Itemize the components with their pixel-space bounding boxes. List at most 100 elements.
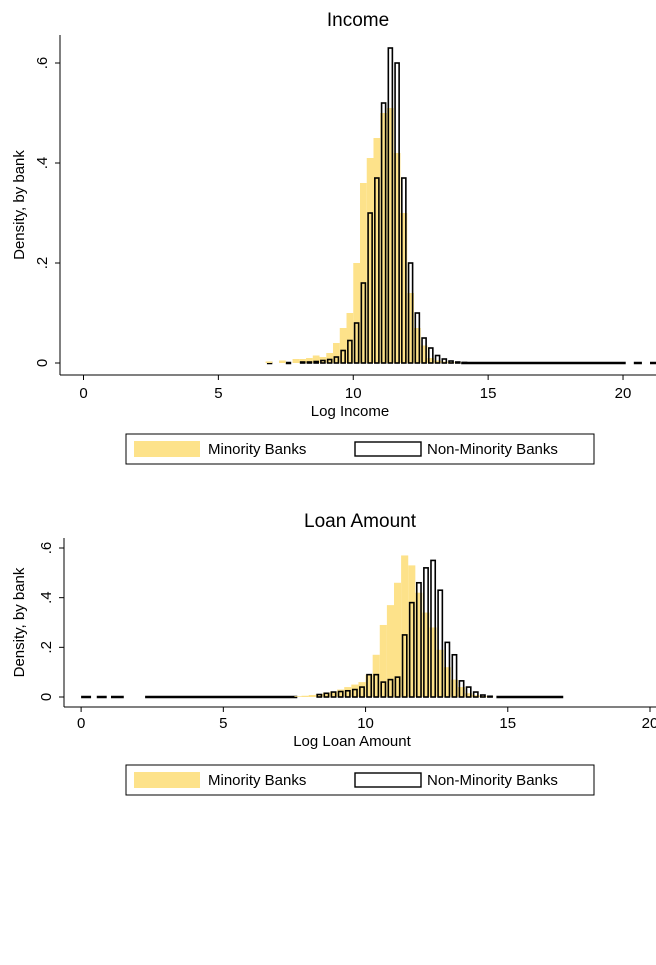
bar-minority [407, 293, 414, 363]
bar-minority [434, 360, 441, 363]
bar-non-minority [461, 361, 468, 364]
chart-title: Loan Amount [304, 511, 417, 532]
bar-minority [393, 153, 401, 363]
bar-non-minority [374, 177, 380, 364]
bar-non-minority [401, 177, 407, 364]
bar-non-minority [430, 559, 437, 698]
y-axis-label: Density, by bank [11, 150, 28, 260]
bar-non-minority [454, 361, 461, 364]
bar-minority [294, 696, 302, 697]
bar-minority [450, 679, 458, 697]
bar-non-minority [380, 681, 387, 698]
bar-non-minority [299, 361, 306, 364]
bar-non-minority [366, 673, 373, 698]
bar-minority [344, 687, 352, 697]
bar-non-minority [472, 691, 479, 698]
bar-non-minority [394, 676, 401, 698]
bar-minority [427, 358, 435, 363]
bar-non-minority [359, 686, 365, 698]
bar-non-minority [353, 322, 360, 364]
x-tick-label: 20 [642, 715, 656, 732]
bar-non-minority [326, 358, 333, 364]
bar-minority [330, 691, 338, 697]
bar-non-minority [323, 692, 330, 698]
legend-label-minority: Minority Banks [208, 441, 306, 458]
bar-minority [360, 183, 367, 363]
chart-0: Income 0 .2 .4 .6 Density, by bank 0 5 10 15 20 Log… [11, 10, 656, 465]
legend-swatch-non-minority [354, 441, 422, 457]
y-tick-label: .4 [38, 591, 55, 604]
bar-non-minority [448, 360, 454, 364]
bar-minority [443, 667, 451, 697]
x-tick-label: 20 [615, 385, 632, 402]
legend-label-minority: Minority Banks [208, 772, 306, 789]
bar-minority [322, 692, 330, 697]
bar-non-minority [394, 62, 400, 364]
bar-non-minority [347, 339, 353, 364]
x-axis-label: Log Income [311, 403, 389, 420]
bar-non-minority [458, 680, 465, 698]
bar-non-minority [344, 689, 351, 698]
bar-minority [306, 358, 313, 363]
bar-minority [292, 359, 300, 363]
bar-minority [386, 108, 394, 363]
x-tick-label: 0 [79, 385, 87, 402]
legend-swatch-non-minority [354, 772, 422, 788]
bar-minority [420, 345, 428, 363]
bar-minority [415, 592, 423, 697]
bar-minority [265, 361, 273, 363]
bar-non-minority [437, 589, 444, 698]
bar-non-minority [414, 312, 421, 364]
x-tick-label: 10 [345, 385, 362, 402]
bar-minority [365, 674, 373, 697]
bar-non-minority [387, 678, 394, 698]
bar-minority [429, 627, 437, 697]
legend-label-non-minority: Non-Minority Banks [427, 772, 558, 789]
bar-minority [346, 313, 354, 363]
bar-non-minority [387, 47, 394, 364]
bar-minority [400, 213, 408, 363]
chart-title: Income [327, 10, 389, 31]
bar-minority [373, 138, 381, 363]
x-tick-label: 5 [219, 715, 227, 732]
bar-non-minority [373, 673, 380, 698]
x-tick-label: 15 [480, 385, 497, 402]
bar-non-minority [487, 695, 493, 698]
bar-minority [413, 328, 421, 363]
bar-non-minority [333, 356, 340, 364]
bar-minority [422, 612, 430, 697]
x-tick-label: 0 [77, 715, 85, 732]
bar-minority [380, 113, 387, 363]
x-axis-label: Log Loan Amount [293, 733, 411, 750]
y-tick-label: 0 [34, 359, 51, 367]
bar-minority [301, 695, 309, 697]
bar-non-minority [313, 360, 319, 364]
bar-non-minority [401, 634, 408, 698]
legend: Minority Banks Non-Minority Banks [125, 764, 595, 796]
bar-minority [465, 693, 473, 697]
bar-non-minority [423, 567, 429, 698]
bar-minority [372, 654, 380, 697]
bar-minority [337, 689, 345, 697]
bar-non-minority [380, 102, 387, 364]
bar-minority [472, 695, 480, 697]
bar-non-minority [434, 354, 441, 364]
bar-minority [308, 695, 316, 697]
bar-minority [358, 682, 366, 697]
y-axis-label: Density, by bank [11, 567, 28, 677]
bar-non-minority [444, 641, 451, 698]
bar-non-minority [316, 693, 323, 698]
y-tick-label: .2 [34, 257, 51, 270]
bar-minority [299, 359, 307, 363]
bar-minority [458, 687, 466, 697]
bar-minority [394, 582, 402, 697]
bar-minority [353, 263, 360, 363]
legend-swatch-minority [134, 441, 200, 457]
bar-non-minority [465, 686, 472, 698]
bar-non-minority [360, 282, 367, 364]
bar-non-minority [320, 359, 326, 364]
chart-1: Loan Amount 0 .2 .4 .6 Density, by bank 0 5 10 15… [11, 511, 656, 796]
bar-minority [326, 353, 334, 363]
bar-minority [386, 605, 394, 697]
